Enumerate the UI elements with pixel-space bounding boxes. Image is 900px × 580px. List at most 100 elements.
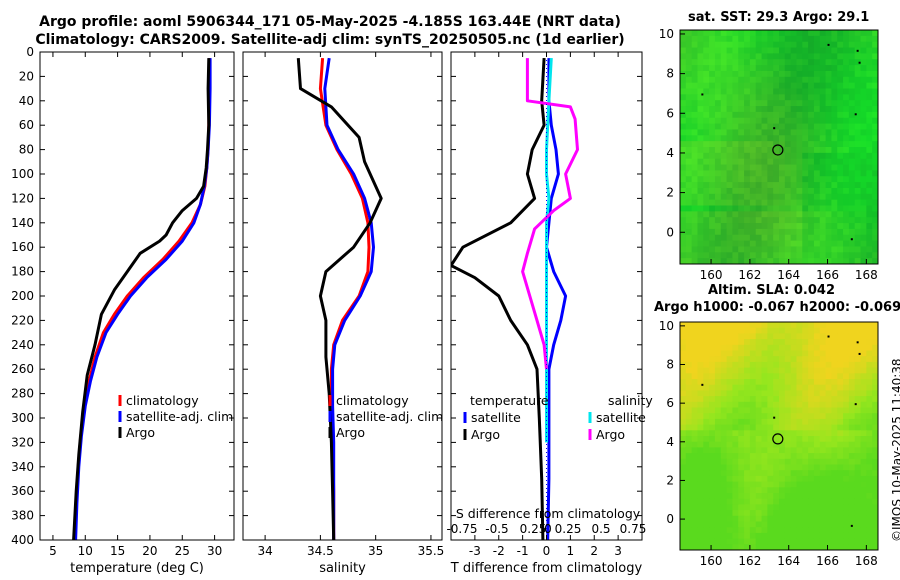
sla-map-xtick-label: 162 <box>738 554 761 568</box>
sla-map-xtick-label: 166 <box>816 554 839 568</box>
depth-tick-label: 360 <box>11 484 34 498</box>
sst-island-dot <box>850 238 853 241</box>
difference-series-salinity-argo <box>521 58 579 370</box>
salinity-legend-label: Argo <box>336 425 365 440</box>
salinity-series-climatology <box>318 57 371 540</box>
depth-tick-label: 60 <box>19 118 34 132</box>
difference-legend-label: Argo <box>471 427 500 442</box>
difference-top-tick-label: 0.25 <box>520 522 547 536</box>
temperature-xtick-label: 15 <box>110 544 125 558</box>
difference-xlabel: T difference from climatology <box>450 561 643 576</box>
sla-map-title-line1: Altim. SLA: 0.042 <box>708 283 835 298</box>
difference-xtick-label: 3 <box>614 544 622 558</box>
sla-island-dot <box>773 416 776 419</box>
difference-legend-label: Argo <box>596 427 625 442</box>
temperature-legend-label: climatology <box>126 393 199 408</box>
difference-series-temperature-satellite <box>545 58 568 540</box>
difference-top-tick-label: 0 <box>544 522 552 536</box>
sla-map-xtick-label: 168 <box>855 554 878 568</box>
depth-tick-label: 100 <box>11 167 34 181</box>
depth-tick-label: 280 <box>11 387 34 401</box>
difference-top-xlabel: S difference from climatology <box>456 506 641 521</box>
difference-top-tick-label: 0.5 <box>591 522 610 536</box>
sla-island-dot <box>827 335 830 338</box>
temperature-xtick-label: 30 <box>207 544 222 558</box>
sla-island-dot <box>858 352 861 355</box>
sst-argo-float-marker <box>772 144 784 156</box>
salinity-xtick-label: 34 <box>257 544 272 558</box>
salinity-series-argo <box>296 57 383 540</box>
sst-map-title: sat. SST: 29.3 Argo: 29.1 <box>688 10 870 25</box>
sst-island-dot <box>827 43 830 46</box>
depth-tick-label: 340 <box>11 460 34 474</box>
temperature-legend-label: Argo <box>126 425 155 440</box>
depth-tick-label: 80 <box>19 143 34 157</box>
temperature-xtick-label: 25 <box>175 544 190 558</box>
depth-tick-label: 140 <box>11 216 34 230</box>
depth-tick-label: 20 <box>19 69 34 83</box>
temperature-axes-frame <box>39 51 235 541</box>
sst-map-image <box>680 30 879 265</box>
depth-tick-label: 380 <box>11 509 34 523</box>
depth-tick-label: 180 <box>11 265 34 279</box>
sst-map-xtick-label: 160 <box>700 268 723 282</box>
sst-map-ytick-label: 4 <box>666 146 674 160</box>
difference-xtick-label: 0 <box>543 544 551 558</box>
sst-island-dot <box>773 127 776 130</box>
depth-tick-label: 220 <box>11 313 34 327</box>
salinity-xtick-label: 35 <box>368 544 383 558</box>
temperature-xlabel: temperature (deg C) <box>70 561 204 576</box>
temperature-series-climatology <box>72 58 211 540</box>
sla-map-ytick-label: 8 <box>666 358 674 372</box>
sst-island-dot <box>854 113 857 116</box>
sst-map-xtick-label: 168 <box>855 268 878 282</box>
temperature-series-argo <box>72 58 211 540</box>
sla-map-xtick-label: 160 <box>700 554 723 568</box>
depth-tick-label: 0 <box>26 45 34 59</box>
depth-tick-label: 200 <box>11 289 34 303</box>
difference-legend-header-salinity: salinity <box>608 393 653 408</box>
sla-map-xtick-label: 164 <box>777 554 800 568</box>
sst-map-frame <box>679 29 879 265</box>
sst-map-xtick-label: 164 <box>777 268 800 282</box>
sla-map-image <box>680 322 879 551</box>
difference-legend-header-temperature: temperature <box>470 393 549 408</box>
sla-island-dot <box>854 403 857 406</box>
difference-xtick-label: -3 <box>469 544 481 558</box>
sla-map-frame <box>679 321 879 551</box>
temperature-xtick-label: 10 <box>78 544 93 558</box>
difference-top-tick-label: 0.75 <box>620 522 647 536</box>
depth-tick-label: 120 <box>11 191 34 205</box>
sla-map-ytick-label: 4 <box>666 435 674 449</box>
salinity-xlabel: salinity <box>319 561 366 576</box>
sst-map-ytick-label: 2 <box>666 186 674 200</box>
sst-island-dot <box>701 93 704 96</box>
depth-tick-label: 400 <box>11 533 34 547</box>
difference-xtick-label: -1 <box>517 544 529 558</box>
sla-map-ytick-label: 6 <box>666 396 674 410</box>
sla-argo-float-marker <box>772 433 784 445</box>
salinity-legend-label: climatology <box>336 393 409 408</box>
sst-map-ytick-label: 10 <box>659 27 674 41</box>
depth-tick-label: 300 <box>11 411 34 425</box>
sst-map-ytick-label: 0 <box>666 225 674 239</box>
sla-map-title-line2: Argo h1000: -0.067 h2000: -0.069 <box>654 300 900 315</box>
temperature-xtick-label: 20 <box>142 544 157 558</box>
figure-title-line1: Argo profile: aoml 5906344_171 05-May-20… <box>39 14 621 30</box>
difference-xtick-label: 2 <box>590 544 598 558</box>
sst-map-ytick-label: 8 <box>666 67 674 81</box>
sst-map-ytick-label: 6 <box>666 106 674 120</box>
sla-map-ytick-label: 2 <box>666 473 674 487</box>
depth-tick-label: 260 <box>11 362 34 376</box>
sst-map-xtick-label: 162 <box>738 268 761 282</box>
sla-map-ytick-label: 0 <box>666 512 674 526</box>
figure-title-line2: Climatology: CARS2009. Satellite-adj cli… <box>35 32 625 48</box>
sla-map-ytick-label: 10 <box>659 319 674 333</box>
difference-top-tick-label: -0.5 <box>485 522 508 536</box>
sla-island-dot <box>850 524 853 527</box>
difference-legend-label: satellite <box>471 410 521 425</box>
sst-map-xtick-label: 166 <box>816 268 839 282</box>
salinity-series-satellite-adj-clim <box>323 57 375 540</box>
depth-tick-label: 240 <box>11 338 34 352</box>
